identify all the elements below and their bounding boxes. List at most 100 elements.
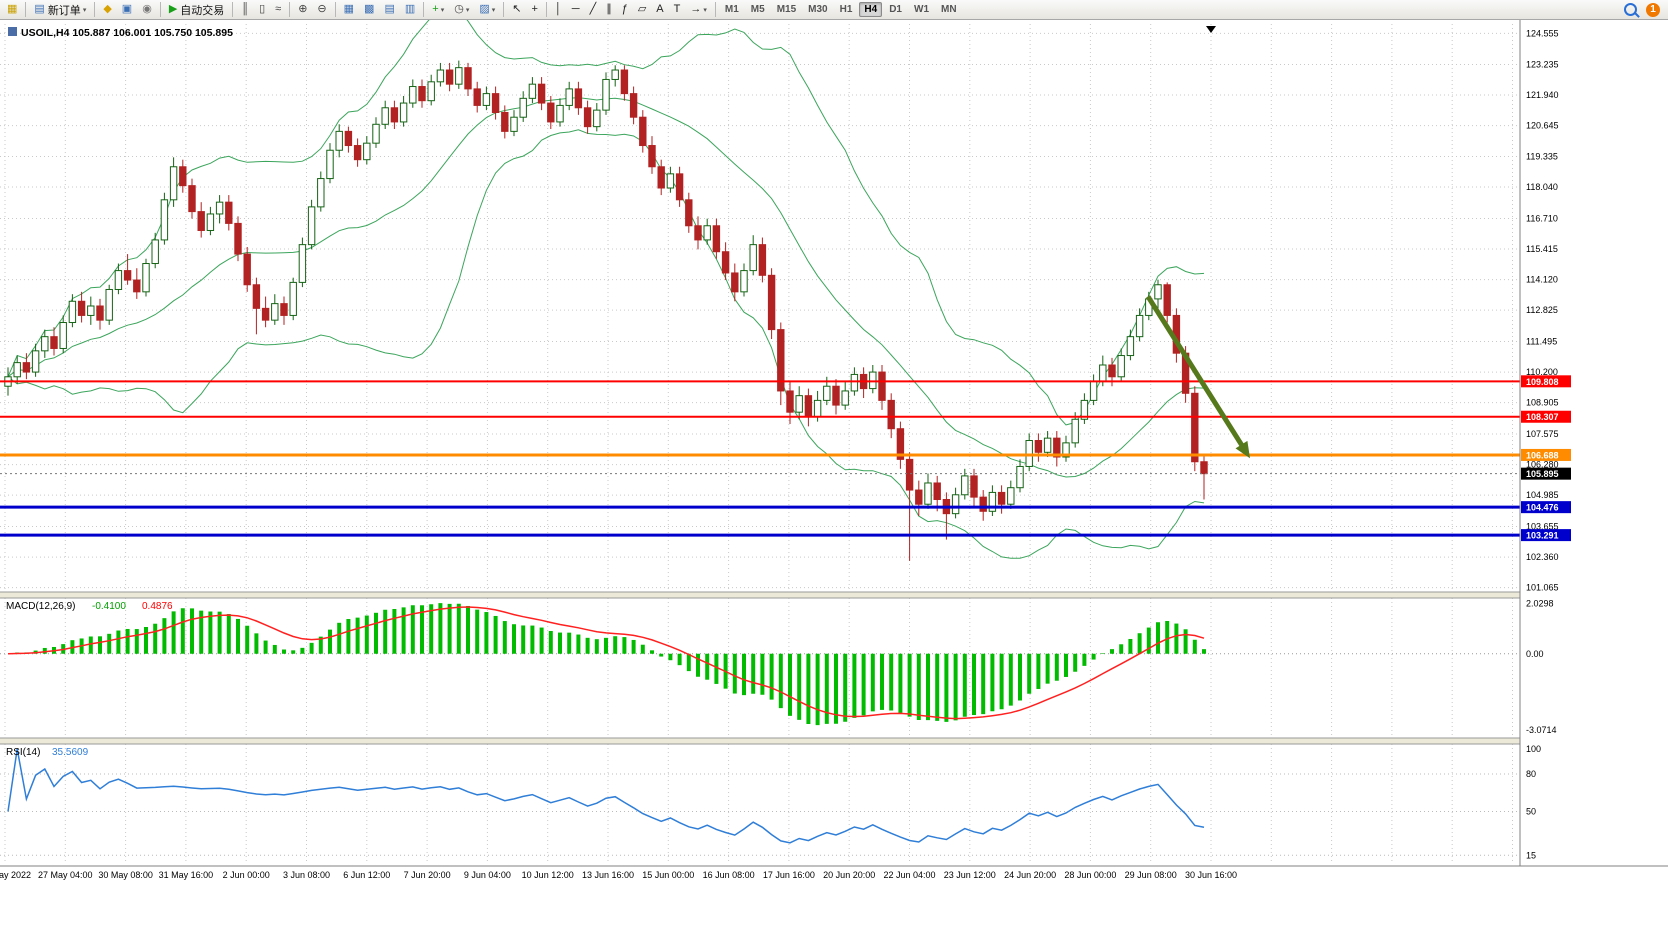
time-tick-label: 31 May 16:00 [159, 870, 214, 880]
fibonacci-tool-button[interactable]: ƒ [618, 0, 632, 19]
time-tick-label: 3 Jun 08:00 [283, 870, 330, 880]
metaquotes-button[interactable]: ◆ [99, 0, 115, 19]
price-axis[interactable]: 124.555 123.235 121.940 120.645 119.335 118.0… [1519, 20, 1668, 940]
trend-arrow[interactable] [1145, 295, 1250, 459]
time-tick-label: 7 Jun 20:00 [404, 870, 451, 880]
price-label-box [1521, 448, 1571, 461]
zoom-in-button[interactable]: ⊕ [294, 0, 311, 19]
price-label-text: 108.307 [1526, 412, 1559, 422]
main-toolbar: ▦ ▤ 新订单 ▾ ◆ ▣ ◉ ▶ 自动交易 ║ ▯ ≈ ⊕ ⊖ ▦ ▩ ▤ ▥ + ▾ ◷ ▾ ▨ ▾ ↖ + │ ─ ╱ ∥ ƒ ▱ A T →… [0, 0, 1668, 20]
support-resistance-lines [0, 380, 1520, 537]
tile-horizontal-button[interactable]: ▤ [380, 0, 398, 19]
price-label-text: 103.291 [1526, 531, 1559, 541]
autotrading-button-label: 自动交易 [180, 4, 225, 17]
price-label-box [1521, 501, 1571, 514]
indicators-button[interactable]: + ▾ [428, 0, 448, 19]
bar-chart-type-button[interactable]: ║ [237, 0, 253, 19]
autotrading-button[interactable]: ▶ 自动交易 [165, 0, 228, 19]
data-window-icon: ◉ [142, 3, 152, 15]
crosshair-tool-button[interactable]: + [527, 0, 541, 19]
new-order-icon: ▤ [34, 3, 45, 15]
candlestick-chart-type-icon: ▯ [259, 3, 266, 15]
text-tool-button[interactable]: A [652, 0, 667, 19]
toolbar-separator [503, 2, 505, 17]
time-tick-label: 2 Jun 00:00 [223, 870, 270, 880]
toolbar-right: 1 [1624, 2, 1666, 17]
toolbar-separator [94, 2, 96, 17]
tile-windows-button[interactable]: ▦ [340, 0, 358, 19]
arrows-tool-button[interactable]: → ▾ [686, 0, 711, 19]
channel-tool-icon: ∥ [606, 3, 612, 15]
trendline-tool-icon: ╱ [589, 3, 597, 15]
chart-canvas[interactable]: 124.555 123.235 121.940 120.645 119.335 118.0… [0, 9, 1668, 940]
chart-window-button[interactable]: ▣ [118, 0, 136, 19]
timeframe-w1-button[interactable]: W1 [914, 4, 929, 15]
notifications-badge[interactable]: 1 [1646, 2, 1660, 17]
metaquotes-icon: ◆ [103, 3, 112, 15]
tile-vertical-button[interactable]: ▥ [401, 0, 419, 19]
macd-tick-label: 2.0298 [1526, 598, 1554, 608]
price-tick-label: 106.280 [1526, 460, 1559, 470]
timeframe-m5-button[interactable]: M5 [750, 4, 765, 15]
zoom-in-icon: ⊕ [298, 3, 308, 15]
cascade-windows-button[interactable]: ▩ [360, 0, 378, 19]
cascade-windows-icon: ▩ [364, 3, 375, 15]
shapes-tool-button[interactable]: ▱ [634, 0, 650, 19]
panel-separator[interactable] [0, 592, 1668, 598]
timeframe-d1-button[interactable]: D1 [889, 4, 902, 15]
zoom-out-button[interactable]: ⊖ [313, 0, 330, 19]
channel-tool-button[interactable]: ∥ [602, 0, 616, 19]
panel-separator[interactable] [0, 738, 1668, 744]
svg-text:0.4876: 0.4876 [142, 601, 173, 612]
rsi-tick-label: 15 [1526, 850, 1536, 860]
horizontal-line-tool-icon: ─ [571, 3, 580, 15]
timeframe-mn-button[interactable]: MN [941, 4, 957, 15]
zoom-out-icon: ⊖ [317, 3, 327, 15]
chart-shift-marker[interactable] [1206, 26, 1216, 33]
data-window-button[interactable]: ◉ [138, 0, 156, 19]
price-tick-label: 107.575 [1526, 429, 1559, 439]
label-tool-button[interactable]: T [670, 0, 685, 19]
price-tick-label: 119.335 [1526, 152, 1558, 162]
shapes-tool-icon: ▱ [637, 3, 647, 15]
rsi-tick-label: 100 [1526, 744, 1541, 754]
price-label-text: 105.895 [1526, 469, 1559, 479]
line-chart-type-button[interactable]: ≈ [271, 0, 285, 19]
cursor-tool-button[interactable]: ↖ [508, 0, 525, 19]
time-tick-label: 28 Jun 00:00 [1064, 870, 1116, 880]
search-icon[interactable] [1624, 3, 1637, 16]
time-tick-label: 24 Jun 20:00 [1004, 870, 1056, 880]
macd-tick-label: 0.00 [1526, 649, 1544, 659]
caret-down-icon: ▾ [465, 6, 470, 14]
candlestick-chart-type-button[interactable]: ▯ [255, 0, 269, 19]
chart-grid [0, 24, 1520, 864]
time-tick-label: 17 Jun 16:00 [763, 870, 815, 880]
timeframe-h1-button[interactable]: H1 [839, 4, 853, 15]
time-axis[interactable]: 26 May 2022 27 May 04:00 30 May 08:00 31 Ma… [0, 865, 1668, 880]
price-tick-label: 108.905 [1526, 398, 1559, 408]
svg-text:MACD(12,26,9): MACD(12,26,9) [6, 601, 75, 612]
horizontal-line-tool-button[interactable]: ─ [568, 0, 584, 19]
svg-text:RSI(14): RSI(14) [6, 747, 40, 758]
time-tick-label: 27 May 04:00 [38, 870, 93, 880]
tile-windows-icon: ▦ [343, 3, 355, 15]
time-tick-label: 29 Jun 08:00 [1125, 870, 1177, 880]
vertical-line-tool-button[interactable]: │ [551, 0, 566, 19]
periods-button[interactable]: ◷ ▾ [450, 0, 473, 19]
periods-icon: ◷ [454, 3, 464, 15]
terminal-grid-button[interactable]: ▦ [3, 0, 21, 19]
timeframe-m15-button[interactable]: M15 [776, 4, 797, 15]
new-order-button[interactable]: ▤ 新订单 ▾ [30, 0, 90, 19]
toolbar-separator [423, 2, 425, 17]
price-tick-label: 123.235 [1526, 59, 1559, 69]
rsi-tick-label: 50 [1526, 807, 1536, 817]
timeframe-h4-button[interactable]: H4 [859, 2, 883, 17]
trendline-tool-button[interactable]: ╱ [586, 0, 601, 19]
templates-button[interactable]: ▨ ▾ [475, 0, 499, 19]
time-tick-label: 23 Jun 12:00 [944, 870, 996, 880]
new-order-button-label: 新订单 [47, 4, 81, 17]
timeframe-m30-button[interactable]: M30 [808, 4, 828, 15]
timeframe-m1-button[interactable]: M1 [724, 4, 739, 15]
time-tick-label: 26 May 2022 [0, 870, 31, 880]
